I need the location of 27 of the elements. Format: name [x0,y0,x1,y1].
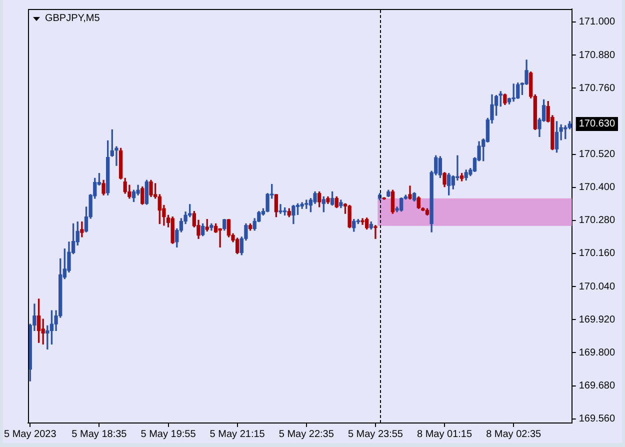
y-tick-label: 171.000 [578,16,616,28]
chart-title: GBPJPY,M5 [44,13,100,25]
y-tick-label: 170.280 [578,215,616,226]
candlestick [360,218,364,225]
y-tick-label: 170.160 [578,248,616,260]
y-tick-label: 169.680 [578,380,616,392]
y-tick-label: 169.920 [578,314,616,326]
text: 170.630 [578,118,616,130]
y-tick-label: 170.040 [578,281,616,292]
x-tick-label: 8 May 01:15 [416,428,472,440]
y-tick-label: 170.520 [578,149,616,160]
candlestick [278,204,282,214]
x-tick-label: 5 May 23:55 [348,428,404,440]
x-tick-label: 5 May 19:55 [140,428,196,440]
candlestick [218,228,222,248]
x-tick-label: 8 May 02:35 [486,428,542,440]
y-tick-label: 170.760 [578,82,616,94]
y-tick-label: 170.880 [578,50,616,61]
x-tick-label: 5 May 22:35 [278,428,334,440]
candlestick [80,221,84,238]
x-tick-label: 5 May 2023 [4,428,57,440]
x-tick-label: 5 May 18:35 [72,428,128,440]
candlestick [374,225,378,239]
x-tick-label: 5 May 21:15 [210,428,266,440]
y-tick-label: 169.800 [578,347,616,358]
y-tick-label: 170.400 [578,182,616,194]
y-tick-label: 169.560 [578,414,616,425]
